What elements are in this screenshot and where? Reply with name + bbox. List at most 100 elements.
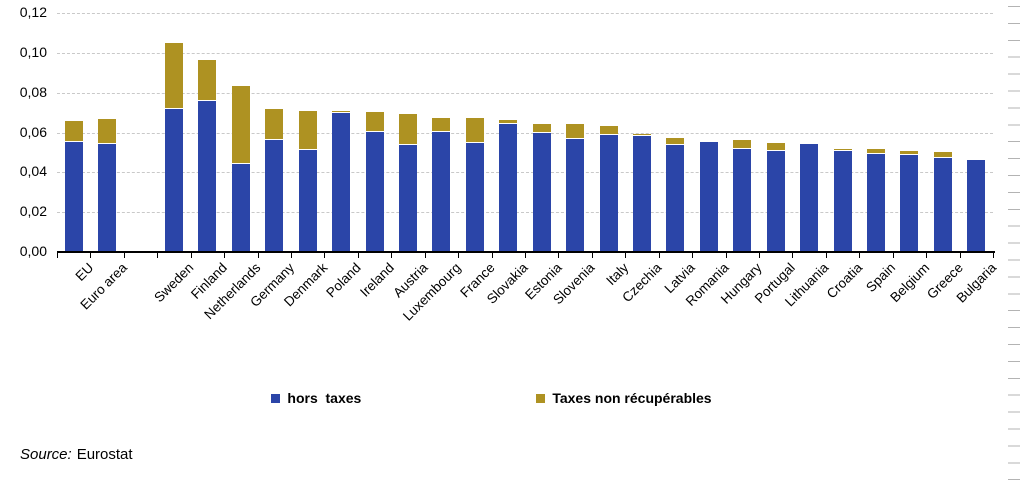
bar-segment-taxes-non-recuperables xyxy=(399,113,417,146)
legend-swatch-hors-taxes xyxy=(271,393,281,403)
bar-segment-hors-taxes xyxy=(499,123,518,252)
bar-segment-hors-taxes xyxy=(933,158,952,252)
y-axis-tick-label: 0,12 xyxy=(19,4,47,20)
bar-france xyxy=(465,117,484,252)
x-axis-tick xyxy=(190,253,192,258)
bar-segment-hors-taxes xyxy=(599,134,618,252)
x-axis-label: Croatia xyxy=(823,260,866,302)
x-axis-label: Italy xyxy=(603,260,632,289)
x-axis-tick xyxy=(625,253,627,258)
gridline xyxy=(57,52,993,54)
x-axis-tick xyxy=(324,253,326,258)
legend-label-taxes-non-recuperables: Taxes non récupérables xyxy=(552,390,712,406)
bar-segment-taxes-non-recuperables xyxy=(332,110,351,113)
bar-slovakia xyxy=(499,119,518,252)
x-axis-tick xyxy=(391,253,393,258)
bar-eu xyxy=(64,120,83,252)
x-axis-tick xyxy=(792,253,794,258)
y-axis-tick-label: 0,10 xyxy=(19,43,47,60)
source-value: Eurostat xyxy=(76,446,133,463)
bar-bulgaria xyxy=(967,160,986,252)
bar-segment-hors-taxes xyxy=(532,132,551,252)
bar-segment-hors-taxes xyxy=(566,139,585,252)
bar-segment-taxes-non-recuperables xyxy=(499,119,518,124)
bar-segment-hors-taxes xyxy=(733,149,752,252)
bar-segment-hors-taxes xyxy=(165,108,183,252)
bar-slovenia xyxy=(566,123,585,252)
gridline xyxy=(57,13,993,14)
bar-segment-taxes-non-recuperables xyxy=(633,133,651,137)
bar-segment-taxes-non-recuperables xyxy=(566,123,585,140)
bar-segment-hors-taxes xyxy=(432,131,451,252)
bar-segment-taxes-non-recuperables xyxy=(231,85,250,165)
source-label: Source: xyxy=(20,446,72,463)
bar-segment-hors-taxes xyxy=(699,142,718,252)
bar-ireland xyxy=(365,111,384,252)
x-axis-tick xyxy=(224,253,226,258)
bar-hungary xyxy=(733,140,752,252)
bar-denmark xyxy=(298,110,317,252)
x-axis-tick xyxy=(424,253,426,258)
bar-lithuania xyxy=(800,144,819,252)
bar-segment-taxes-non-recuperables xyxy=(465,117,484,144)
y-axis-tick-label: 0,02 xyxy=(19,203,47,220)
bar-segment-hors-taxes xyxy=(800,144,819,252)
x-axis-tick xyxy=(57,253,58,258)
bar-segment-hors-taxes xyxy=(231,164,250,252)
y-axis-tick-label: 0,00 xyxy=(19,243,47,259)
x-axis-tick xyxy=(458,253,460,258)
bar-segment-taxes-non-recuperables xyxy=(98,118,117,145)
bar-segment-hors-taxes xyxy=(332,112,351,252)
bar-belgium xyxy=(900,151,919,252)
bar-segment-hors-taxes xyxy=(633,136,651,252)
gridline xyxy=(57,132,993,134)
bar-segment-hors-taxes xyxy=(867,154,885,252)
bar-segment-hors-taxes xyxy=(98,144,117,252)
legend-item-hors-taxes: hors taxes xyxy=(271,390,361,406)
bar-segment-hors-taxes xyxy=(666,145,685,252)
bar-germany xyxy=(265,108,284,252)
x-axis-tick xyxy=(993,253,994,258)
bar-sweden xyxy=(165,42,183,252)
x-axis-tick xyxy=(859,253,861,258)
bar-segment-hors-taxes xyxy=(365,131,384,252)
bar-segment-hors-taxes xyxy=(766,151,785,252)
bar-croatia xyxy=(833,149,852,252)
plot-area xyxy=(57,13,993,252)
bar-segment-hors-taxes xyxy=(833,151,852,252)
bar-segment-hors-taxes xyxy=(465,143,484,252)
bar-finland xyxy=(198,59,217,252)
legend: hors taxes Taxes non récupérables xyxy=(20,390,963,406)
bar-segment-hors-taxes xyxy=(198,100,217,252)
bar-segment-hors-taxes xyxy=(64,142,83,252)
bar-segment-taxes-non-recuperables xyxy=(666,138,685,146)
bar-czechia xyxy=(633,133,651,252)
x-axis-tick xyxy=(123,253,125,258)
x-axis-label: Poland xyxy=(323,260,364,301)
bar-spain xyxy=(867,149,885,252)
x-axis-tick xyxy=(959,253,961,258)
bar-segment-taxes-non-recuperables xyxy=(733,140,752,150)
bar-segment-taxes-non-recuperables xyxy=(165,42,183,109)
page-edge-tick-marks xyxy=(1008,6,1020,482)
bar-italy xyxy=(599,125,618,252)
bar-poland xyxy=(332,110,351,252)
legend-label-hors-taxes: hors taxes xyxy=(287,390,362,406)
bar-segment-hors-taxes xyxy=(900,155,919,252)
bar-segment-taxes-non-recuperables xyxy=(365,111,384,132)
x-axis-tick xyxy=(525,253,526,258)
x-axis-tick xyxy=(591,253,593,258)
bar-portugal xyxy=(766,143,785,252)
bar-segment-taxes-non-recuperables xyxy=(599,125,618,135)
bar-segment-hors-taxes xyxy=(265,140,284,252)
bar-segment-hors-taxes xyxy=(967,160,986,252)
x-axis-tick xyxy=(558,253,560,258)
x-axis-label: Ireland xyxy=(357,260,398,300)
x-axis-tick xyxy=(157,253,159,258)
x-axis-label: Sweden xyxy=(151,260,197,306)
x-axis-tick xyxy=(291,253,292,258)
bar-segment-hors-taxes xyxy=(399,145,417,252)
bar-greece xyxy=(933,152,952,252)
x-axis-line xyxy=(57,251,995,253)
bar-segment-taxes-non-recuperables xyxy=(64,120,83,143)
